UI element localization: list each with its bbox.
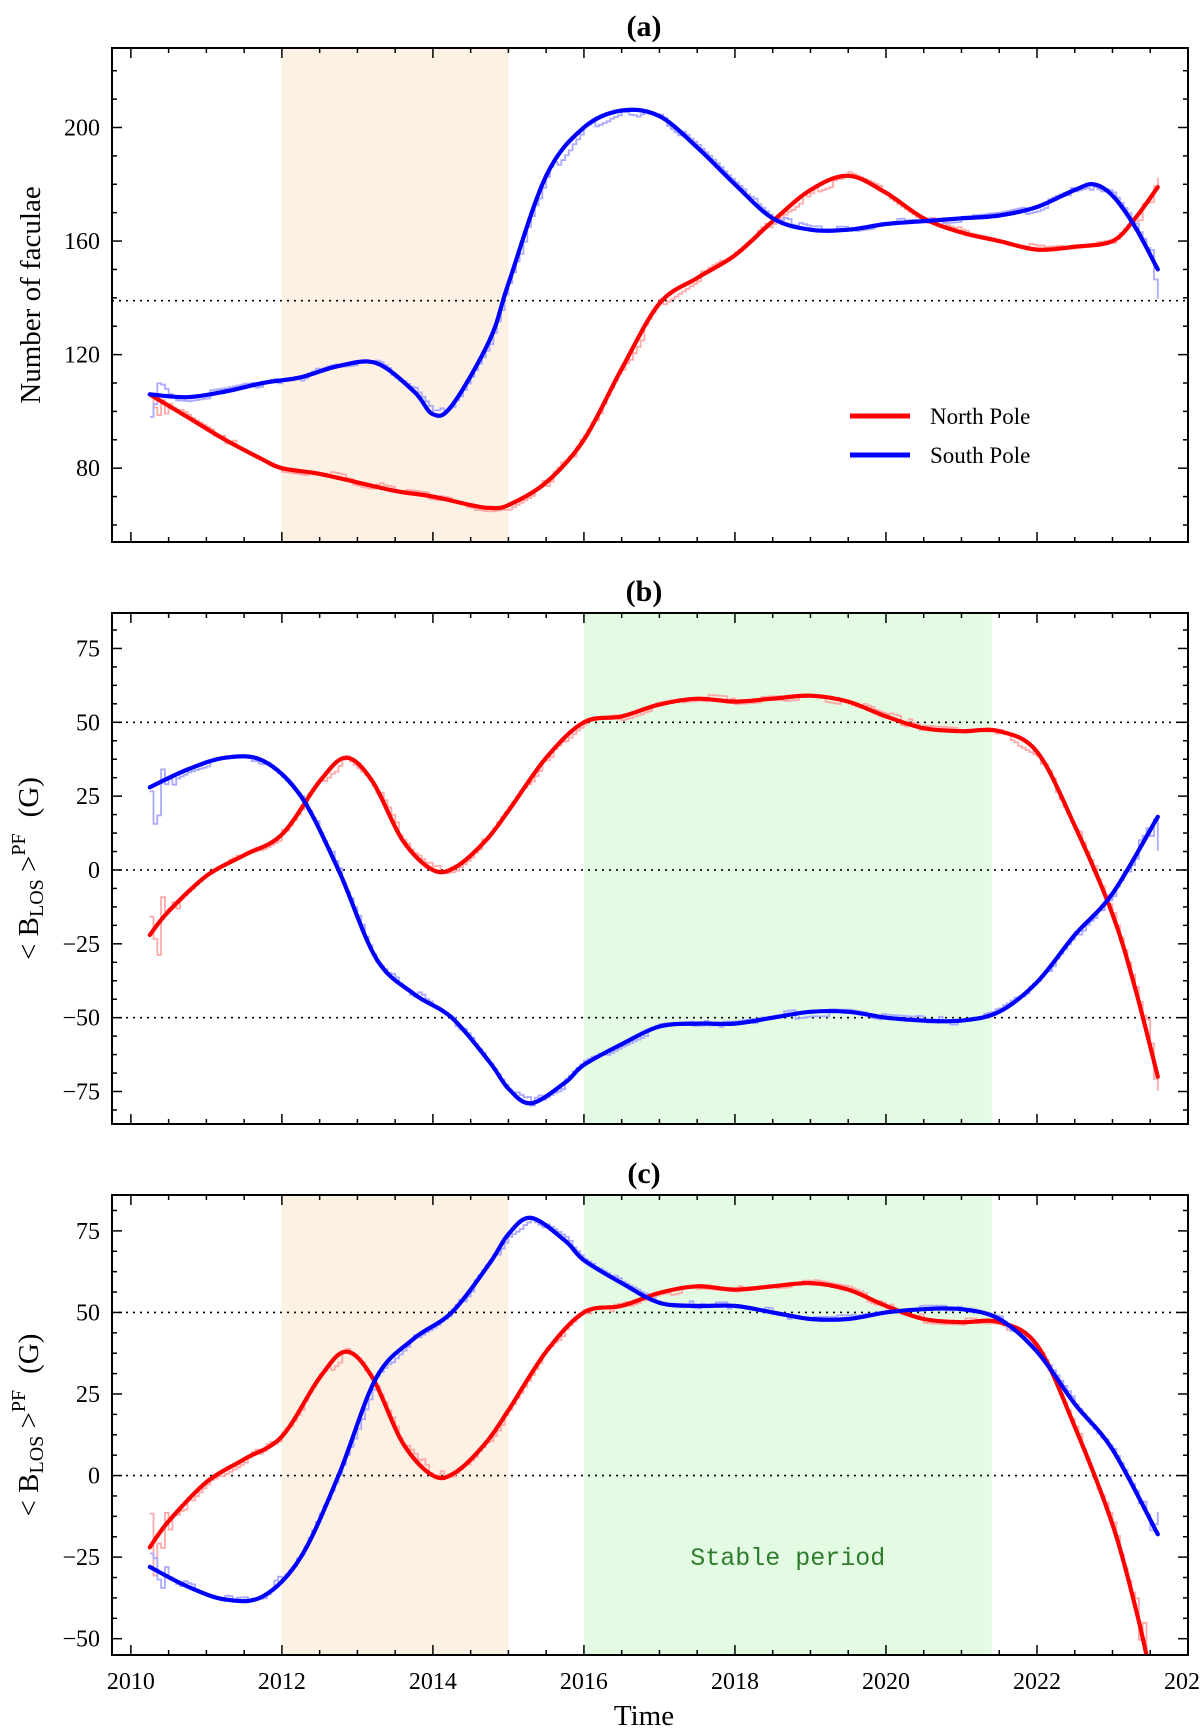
panel-title: (a)	[627, 10, 662, 43]
south-pole-line	[147, 754, 1160, 1106]
y-tick-label: 75	[76, 1219, 100, 1245]
panel-a: 80 120 160 200 (a) Number of faculae North Pol…	[15, 10, 1189, 543]
x-tick-label: 2016	[560, 1669, 608, 1695]
y-tick-label: 75	[76, 636, 100, 662]
y-tick-label: 50	[76, 1300, 100, 1326]
y-tick-label: −50	[62, 1627, 100, 1653]
north-pole-legend-label: North Pole	[930, 404, 1030, 429]
y-tick-label: 120	[64, 343, 100, 369]
x-tick-label: 2024	[1164, 1669, 1200, 1695]
y-tick-label: −75	[62, 1080, 100, 1106]
panel-b: −75 −50 −25 0 25 50 75 (b) < BLOS >PF(G)	[8, 575, 1189, 1125]
panel-title: (c)	[627, 1157, 660, 1190]
x-tick-label: 2018	[711, 1669, 759, 1695]
south-pole-line	[147, 107, 1160, 418]
x-axis-label: Time	[614, 1700, 674, 1732]
plot-frame	[111, 47, 1189, 543]
south-pole-line	[147, 1215, 1160, 1604]
stable-period-annotation: Stable period	[690, 1544, 885, 1573]
y-tick-label: 0	[88, 1464, 100, 1490]
y-tick-label: 25	[76, 784, 100, 810]
y-axis-label: Number of faculae	[15, 186, 47, 403]
south-pole-legend-label: South Pole	[930, 443, 1030, 468]
x-tick-label: 2012	[258, 1669, 306, 1695]
y-tick-label: 50	[76, 710, 100, 736]
plot-frame	[111, 1194, 1189, 1656]
y-axis-label: < BLOS >PF(G)	[8, 1334, 48, 1517]
y-tick-label: 160	[64, 229, 100, 255]
north-pole-line	[147, 173, 1160, 511]
y-axis-label: < BLOS >PF(G)	[8, 777, 48, 960]
y-tick-label: −25	[62, 1545, 100, 1571]
y-tick-label: 0	[88, 858, 100, 884]
north-pole-line	[147, 693, 1160, 1079]
plot-area	[147, 1215, 1160, 1655]
y-tick-label: 25	[76, 1382, 100, 1408]
shaded-region-green	[583, 1195, 992, 1655]
x-tick-label: 2010	[107, 1669, 155, 1695]
y-tick-label: −25	[62, 932, 100, 958]
plot-area	[147, 693, 1160, 1107]
panel-c: 2010 2012 2014 2016 2018 2020 2022 2024 −50 −25 0 2…	[8, 1157, 1200, 1732]
shaded-region-orange	[281, 48, 509, 542]
y-tick-label: −50	[62, 1006, 100, 1032]
plot-frame	[111, 612, 1189, 1125]
panel-title: (b)	[626, 575, 663, 608]
y-tick-label: 80	[76, 456, 100, 482]
x-tick-label: 2022	[1013, 1669, 1061, 1695]
shaded-region-green	[583, 613, 992, 1124]
x-tick-label: 2020	[862, 1669, 910, 1695]
x-tick-label: 2014	[409, 1669, 457, 1695]
y-tick-label: 200	[64, 115, 100, 141]
plot-area	[147, 107, 1160, 513]
north-pole-line	[147, 1280, 1149, 1655]
